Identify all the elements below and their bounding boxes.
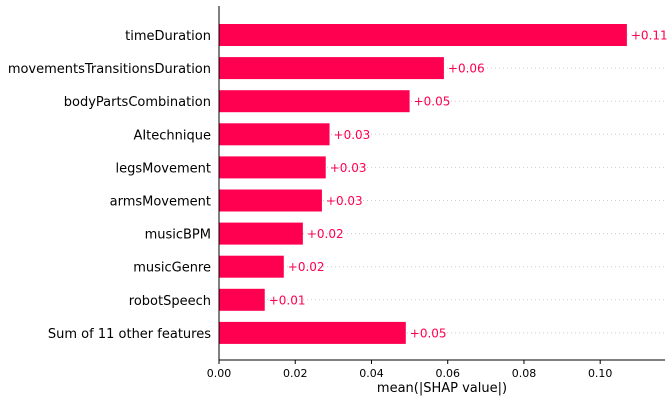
value-label: +0.03 [326, 194, 363, 208]
value-label: +0.05 [414, 95, 451, 109]
value-label: +0.05 [410, 326, 447, 340]
feature-label: bodyPartsCombination [64, 95, 211, 110]
x-axis-title: mean(|SHAP value|) [377, 381, 507, 396]
value-labels: +0.11 +0.06 +0.05 +0.03 +0.03 +0.03 +0.02 +0.02… [269, 29, 668, 341]
bar [219, 90, 410, 113]
bar [219, 222, 303, 245]
feature-label: musicGenre [133, 261, 211, 276]
feature-label: timeDuration [125, 29, 211, 44]
bar [219, 189, 322, 212]
bar [219, 321, 406, 344]
bar [219, 288, 265, 311]
feature-label: movementsTransitionsDuration [8, 62, 211, 77]
feature-label: Sum of 11 other features [48, 327, 211, 342]
bar [219, 255, 284, 278]
x-tick-label: 0.00 [207, 367, 232, 380]
feature-label: robotSpeech [129, 294, 211, 309]
bar [219, 156, 326, 179]
bar [219, 123, 330, 146]
value-label: +0.02 [288, 260, 325, 274]
x-tick-label: 0.06 [435, 367, 460, 380]
value-label: +0.02 [307, 227, 344, 241]
bar [219, 57, 444, 80]
feature-label: AItechnique [133, 128, 211, 143]
x-tick-label: 0.08 [512, 367, 537, 380]
value-label: +0.03 [330, 161, 367, 175]
feature-label: legsMovement [116, 161, 212, 176]
value-label: +0.11 [631, 29, 668, 43]
x-tick-label: 0.10 [588, 367, 613, 380]
value-label: +0.06 [448, 62, 485, 76]
x-ticks: 0.00 0.02 0.04 0.06 0.08 0.10 [207, 360, 613, 380]
bars [219, 24, 627, 344]
feature-label: armsMovement [110, 195, 211, 210]
value-label: +0.03 [334, 128, 371, 142]
bar [219, 24, 627, 46]
grid-lines [219, 34, 665, 334]
value-label: +0.01 [269, 293, 306, 307]
feature-label: musicBPM [145, 228, 211, 243]
x-tick-label: 0.02 [283, 367, 308, 380]
feature-labels: timeDuration movementsTransitionsDuration… [8, 29, 211, 342]
x-tick-label: 0.04 [359, 367, 384, 380]
